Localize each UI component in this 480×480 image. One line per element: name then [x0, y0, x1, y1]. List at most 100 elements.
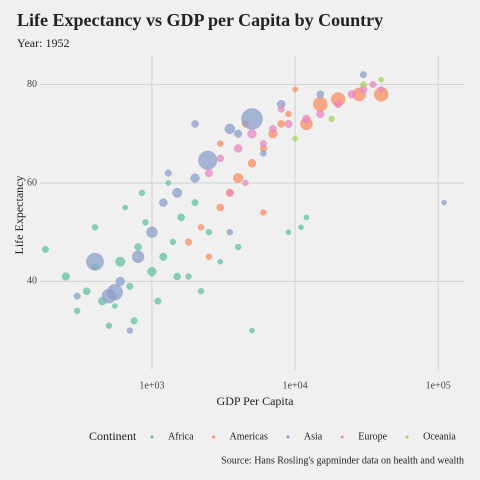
chart-title: Life Expectancy vs GDP per Capita by Cou…: [17, 10, 383, 30]
point: [378, 86, 385, 93]
legend-swatch: [286, 435, 290, 439]
point: [347, 90, 357, 99]
point: [147, 266, 157, 277]
point: [205, 229, 213, 236]
legend-label: Asia: [304, 431, 323, 442]
point: [165, 180, 172, 186]
caption: Source: Hans Rosling's gapminder data on…: [221, 455, 464, 466]
point: [185, 273, 192, 280]
point: [292, 86, 298, 93]
point: [260, 150, 267, 157]
point: [169, 238, 177, 246]
chart-subtitle: Year: 1952: [17, 36, 69, 50]
point: [197, 288, 205, 295]
point: [172, 187, 183, 198]
point: [242, 179, 249, 187]
point: [105, 322, 113, 329]
point: [234, 129, 243, 138]
point: [115, 256, 126, 267]
point: [226, 229, 233, 236]
point: [313, 96, 328, 112]
x-tick-label: 1e+04: [283, 380, 308, 391]
point: [233, 173, 244, 183]
point: [277, 105, 285, 113]
point: [359, 71, 367, 79]
grid: 1e+03 1e+04 1e+05 40 60 80: [27, 55, 465, 391]
point: [191, 120, 199, 128]
point: [205, 253, 213, 260]
y-axis-label: Life Expectancy: [12, 176, 26, 255]
point: [303, 214, 310, 221]
point: [204, 169, 213, 178]
point: [112, 303, 118, 309]
point: [316, 110, 325, 119]
legend-swatch: [340, 435, 344, 439]
y-tick-label: 60: [27, 177, 37, 188]
x-axis-label: GDP Per Capita: [217, 394, 295, 408]
x-tick-label: 1e+05: [426, 380, 451, 391]
point: [191, 199, 199, 207]
point: [134, 243, 142, 251]
point: [369, 81, 377, 89]
point: [241, 108, 263, 130]
point: [277, 120, 285, 128]
point: [224, 123, 236, 135]
point: [260, 209, 267, 216]
point: [198, 150, 218, 170]
y-tick-label: 40: [27, 276, 37, 287]
point: [146, 226, 158, 238]
point: [115, 276, 125, 286]
point: [259, 140, 267, 148]
point: [247, 159, 257, 168]
point: [159, 252, 168, 261]
point: [316, 90, 325, 99]
point: [101, 288, 117, 304]
legend-title: Continent: [89, 429, 137, 443]
legend-swatch: [150, 435, 154, 439]
point: [217, 140, 224, 147]
point: [177, 213, 185, 222]
point: [142, 219, 149, 226]
point: [131, 250, 145, 264]
point: [226, 189, 233, 196]
legend-label: Europe: [358, 431, 387, 442]
point: [82, 287, 91, 295]
point: [130, 317, 138, 325]
point: [233, 144, 243, 153]
point: [190, 173, 200, 183]
point: [234, 243, 242, 251]
point: [91, 224, 99, 231]
point: [302, 114, 311, 124]
point: [247, 129, 257, 139]
y-tick-label: 80: [27, 79, 37, 90]
point: [126, 282, 134, 290]
point: [269, 125, 277, 133]
point: [378, 76, 384, 83]
point: [73, 307, 81, 315]
point: [216, 203, 224, 212]
point: [61, 272, 70, 281]
legend-label: Africa: [168, 431, 194, 442]
point: [298, 224, 304, 231]
point: [138, 189, 146, 196]
point: [285, 229, 292, 235]
point: [328, 115, 335, 123]
point: [41, 245, 49, 253]
point: [249, 327, 255, 334]
x-tick-label: 1e+03: [139, 380, 164, 391]
point: [126, 327, 133, 334]
point: [334, 100, 342, 108]
legend-label: Americas: [230, 431, 268, 442]
point: [197, 224, 205, 231]
point: [154, 297, 162, 305]
point: [292, 135, 298, 142]
legend-label: Oceania: [423, 431, 456, 442]
legend-swatch: [212, 435, 216, 439]
point: [284, 119, 293, 128]
point: [217, 258, 223, 265]
legend: Continent Africa Americas Asia Europe Oceania: [89, 429, 456, 443]
point: [441, 199, 447, 206]
point: [164, 169, 172, 177]
points: [41, 71, 447, 334]
